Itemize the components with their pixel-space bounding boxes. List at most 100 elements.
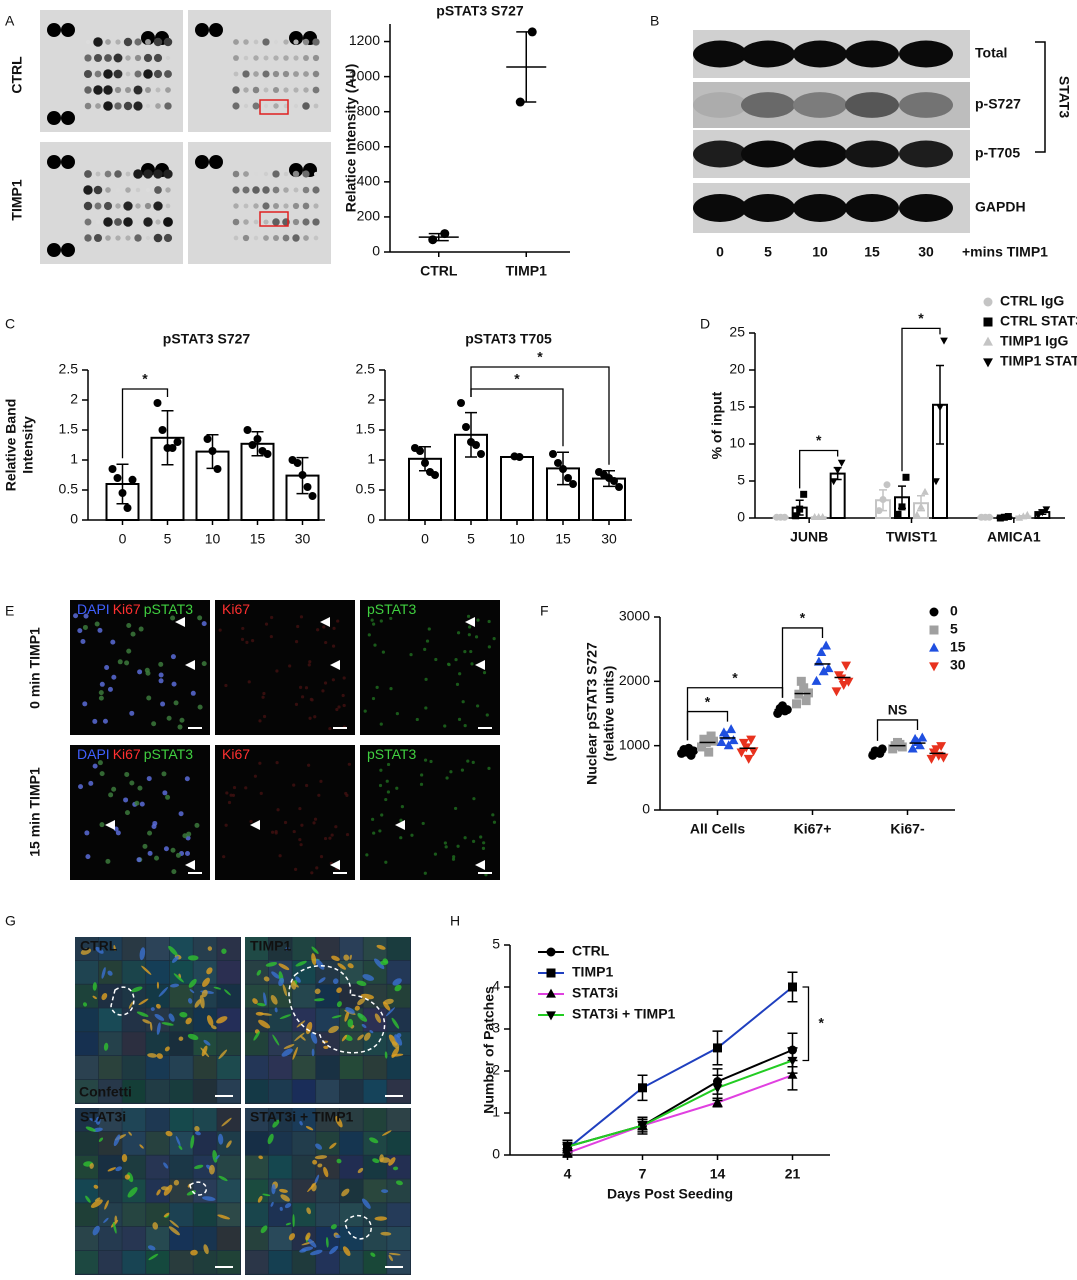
arrowhead [320, 617, 330, 627]
cell [372, 622, 376, 626]
cell [170, 654, 176, 660]
data-point [936, 404, 944, 412]
cell-clone [380, 960, 389, 966]
cell [347, 762, 351, 766]
tile [146, 1056, 170, 1079]
array-spot [95, 219, 101, 225]
data-point [298, 471, 307, 479]
cell [171, 681, 177, 687]
y-tick-label: 1200 [349, 32, 380, 48]
tile [122, 1032, 146, 1056]
cell [423, 647, 427, 651]
array-spot [283, 171, 289, 177]
array-spot [303, 235, 309, 241]
array-spot [133, 85, 143, 95]
cell [471, 760, 475, 764]
array-spot [293, 55, 299, 61]
cell-clone [85, 1126, 96, 1132]
legend-label: CTRL [572, 943, 610, 959]
cell-clone [178, 1036, 184, 1041]
y-tick-label: 0 [737, 509, 745, 525]
array-spot [143, 53, 153, 63]
cell-clone [306, 1207, 312, 1215]
cell-clone [280, 1194, 291, 1202]
tile [217, 1227, 241, 1250]
tile [98, 1179, 122, 1203]
cell [410, 833, 414, 837]
cell [485, 713, 489, 717]
cell-clone [357, 1013, 368, 1022]
cell-clone [121, 1153, 128, 1163]
cell [102, 718, 108, 724]
cell-clone [272, 1034, 280, 1046]
y-axis-label: Nuclear pSTAT3 S727 [584, 642, 600, 785]
data-point [726, 724, 737, 734]
tile [268, 1131, 292, 1155]
cell [456, 844, 460, 848]
cell [373, 643, 377, 647]
cell-clone [282, 984, 288, 997]
data-point [907, 743, 918, 753]
band-label: p-S727 [975, 96, 1021, 112]
blot-band [845, 194, 899, 222]
data-point [303, 483, 312, 491]
array-spot [272, 86, 280, 94]
cell-clone [362, 974, 374, 981]
cell-clone [221, 1117, 232, 1127]
cell-clone [218, 1049, 228, 1060]
cell [487, 766, 491, 770]
cell [147, 850, 153, 856]
tile [387, 1179, 411, 1203]
tile [339, 1108, 363, 1131]
data-point [833, 467, 842, 475]
cell [294, 867, 298, 871]
cell-clone [154, 1013, 165, 1021]
cell-clone [323, 1045, 329, 1050]
array-spot [155, 103, 161, 109]
cell [158, 661, 164, 667]
cell [270, 615, 274, 620]
array-spot [293, 87, 299, 93]
array-spot [292, 202, 300, 210]
array-spot [95, 103, 101, 109]
cell [456, 631, 461, 635]
cell-clone [295, 976, 301, 983]
micrograph: Ki67 [215, 600, 355, 735]
data-point [788, 982, 797, 992]
tile [122, 1008, 146, 1032]
cell-clone [311, 946, 319, 954]
tile [193, 1056, 217, 1079]
cell-clone [360, 993, 374, 1000]
cell [151, 721, 157, 727]
cell [460, 768, 465, 772]
cell-clone [207, 946, 213, 951]
cell [367, 633, 371, 637]
significance-label: * [800, 610, 806, 626]
series-line [567, 1049, 793, 1148]
cell [334, 825, 338, 829]
tile [98, 1155, 122, 1179]
cell [341, 693, 345, 698]
cell-clone [315, 1143, 323, 1150]
cell-clone [258, 1019, 271, 1029]
data-point [879, 496, 887, 504]
cell [136, 857, 142, 863]
y-tick-label: 2.5 [356, 361, 376, 377]
micrograph-field [360, 745, 500, 880]
tile [292, 937, 316, 960]
tile [98, 937, 122, 960]
tile [217, 1008, 241, 1032]
tile [363, 1108, 387, 1131]
array-spot [253, 71, 259, 77]
x-tick-label: JUNB [790, 529, 828, 545]
cell-clone [292, 1214, 295, 1228]
cell-clone [190, 1249, 198, 1256]
tile [316, 1203, 340, 1227]
y-tick-label: 0 [367, 511, 375, 527]
cell-clone [307, 1238, 317, 1248]
data-point [748, 747, 759, 757]
cell [420, 773, 424, 777]
tile [169, 960, 193, 984]
panel-label: F [540, 603, 549, 619]
